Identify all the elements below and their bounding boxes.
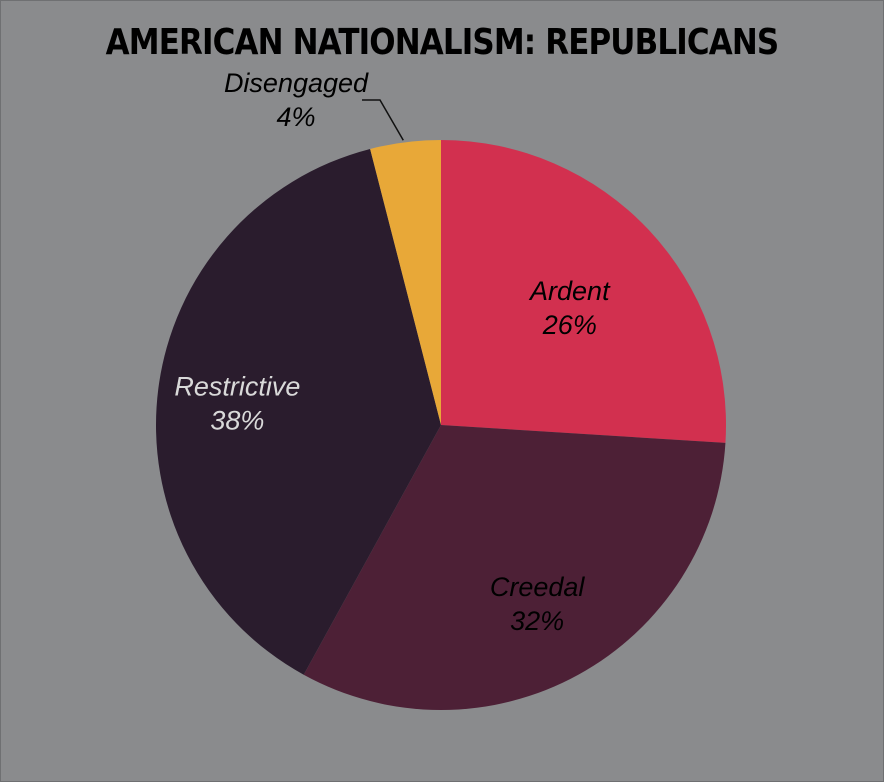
- slice-labels: Ardent 26% Creedal 32% Restrictive 38% Disenga…: [174, 68, 611, 636]
- pie-slice-restrictive: [156, 148, 442, 675]
- chart-title: AMERICAN NATIONALISM: REPUBLICANS: [105, 22, 780, 63]
- pie-slice-creedal: [303, 425, 726, 710]
- slice-value-ardent: 26%: [542, 310, 597, 340]
- pie-slice-ardent: [441, 140, 726, 443]
- slice-value-disengaged: 4%: [276, 102, 315, 132]
- slice-label-disengaged: Disengaged: [224, 68, 369, 98]
- slice-value-restrictive: 38%: [210, 405, 264, 435]
- pie-slices: [156, 140, 726, 710]
- slice-label-restrictive: Restrictive: [174, 371, 300, 401]
- slice-value-creedal: 32%: [510, 606, 564, 636]
- slice-label-creedal: Creedal: [490, 572, 586, 602]
- pie-slice-disengaged: [370, 140, 441, 425]
- leader-line-disengaged: [362, 99, 404, 141]
- slice-label-ardent: Ardent: [528, 276, 611, 306]
- leader-lines: [362, 99, 404, 141]
